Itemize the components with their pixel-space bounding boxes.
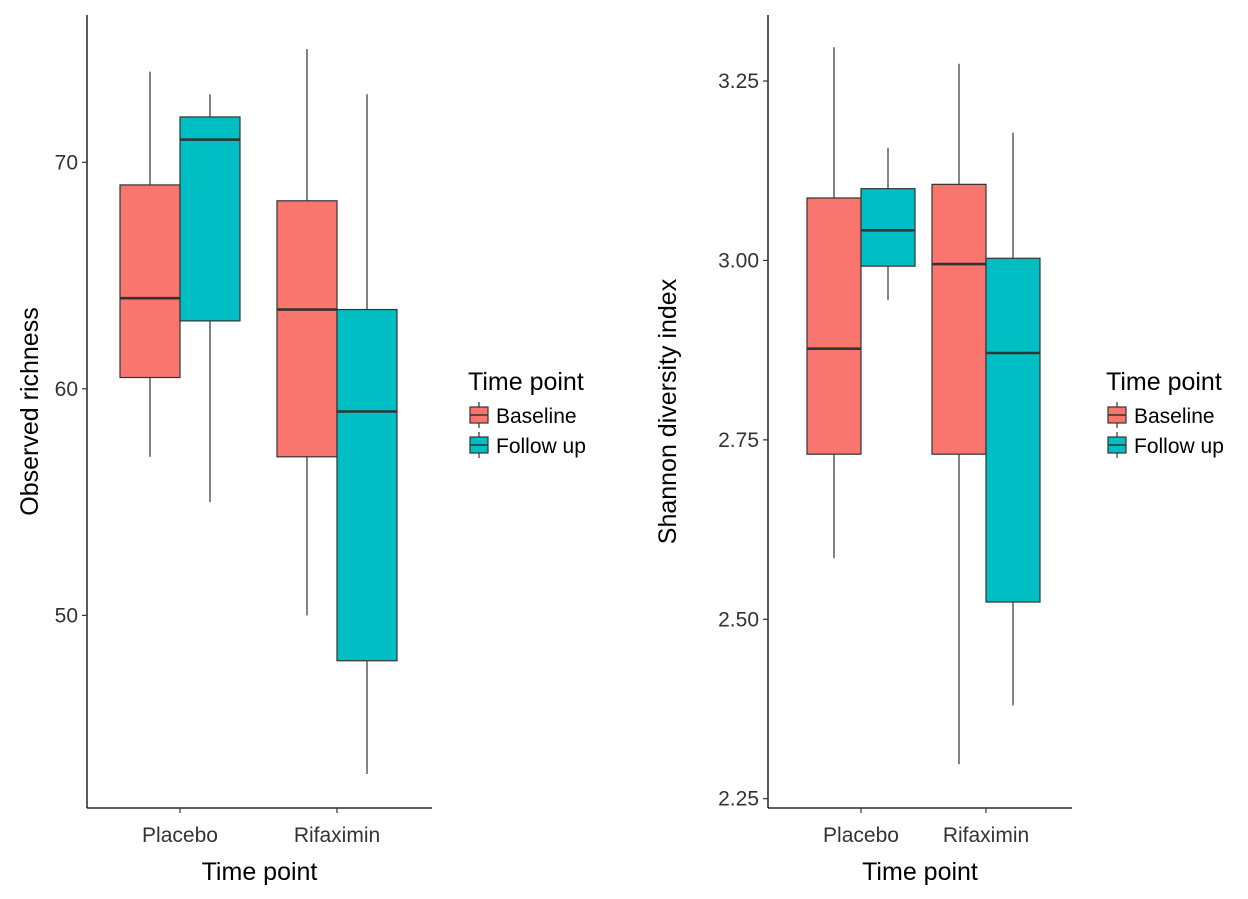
box-baseline-rifaximin: [276, 48, 338, 616]
legend-label: Follow up: [1134, 435, 1224, 458]
box-follow-up-rifaximin: [985, 132, 1041, 706]
y-tick-label: 3.25: [718, 70, 759, 93]
box-iqr: [806, 197, 862, 455]
x-axis-title: Time point: [202, 858, 318, 886]
box-iqr: [860, 188, 916, 267]
box-baseline-rifaximin: [931, 63, 987, 765]
y-tick-label: 2.25: [718, 788, 759, 811]
legend-key-follow-up: Follow up: [469, 432, 586, 458]
x-axis-title: Time point: [862, 858, 978, 886]
panel-observed-richness: 50 60 70 Placebo Rifaximin Time point Observed…: [16, 15, 586, 886]
legend-key-baseline: Baseline: [1107, 402, 1215, 428]
legend-label: Follow up: [496, 435, 586, 458]
y-tick-label: 2.75: [718, 429, 759, 452]
x-tick-label: Rifaximin: [943, 824, 1029, 847]
box-follow-up-placebo: [179, 94, 241, 503]
y-axis-title: Shannon diversity index: [654, 278, 682, 544]
box-iqr: [119, 184, 181, 379]
legend: Time point Baseline Follow up: [1106, 368, 1224, 458]
x-tick-label: Placebo: [823, 824, 899, 847]
box-follow-up-rifaximin: [336, 94, 398, 775]
legend-key-follow-up: Follow up: [1107, 432, 1224, 458]
y-tick-label: 2.50: [718, 608, 759, 631]
box-iqr: [336, 308, 398, 662]
box-follow-up-placebo: [860, 147, 916, 300]
box-iqr: [276, 200, 338, 458]
x-tick-label: Rifaximin: [294, 824, 380, 847]
box-iqr: [931, 183, 987, 455]
legend-title: Time point: [1106, 368, 1222, 396]
x-tick-label: Placebo: [142, 824, 218, 847]
legend-key-baseline: Baseline: [469, 402, 577, 428]
legend: Time point Baseline Follow up: [468, 368, 586, 458]
box-baseline-placebo: [119, 71, 181, 457]
y-tick-label: 3.00: [718, 249, 759, 272]
legend-label: Baseline: [496, 405, 577, 428]
panel-shannon-diversity: 2.25 2.50 2.75 3.00 3.25 Placebo Rifaximin Time…: [654, 15, 1224, 886]
y-tick-label: 50: [55, 604, 78, 627]
box-baseline-placebo: [806, 47, 862, 559]
y-tick-label: 70: [55, 151, 78, 174]
y-tick-label: 60: [55, 378, 78, 401]
box-iqr: [179, 116, 241, 322]
legend-label: Baseline: [1134, 405, 1215, 428]
box-iqr: [985, 257, 1041, 603]
legend-title: Time point: [468, 368, 584, 396]
y-axis-title: Observed richness: [16, 307, 44, 515]
